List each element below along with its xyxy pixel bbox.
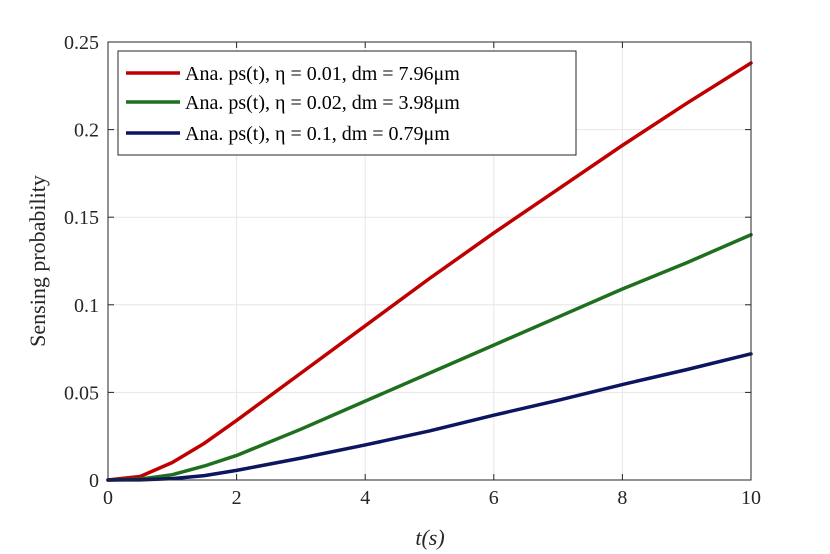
y-tick-label: 0.2 <box>74 120 99 142</box>
series-line-2 <box>106 232 753 482</box>
x-axis-label: t(s) <box>415 525 444 550</box>
legend: Ana. ps(t), η = 0.01, dm = 7.96μm Ana. p… <box>117 50 577 156</box>
ticks <box>107 41 752 481</box>
y-tick-label: 0.05 <box>64 382 99 404</box>
x-tick-label: 10 <box>741 487 761 509</box>
legend-label-3: Ana. ps(t), η = 0.1, dm = 0.79μm <box>185 123 450 145</box>
x-tick-label: 4 <box>360 487 370 509</box>
x-tick-label: 6 <box>489 487 499 509</box>
y-tick-label: 0.1 <box>74 295 99 317</box>
legend-box <box>117 50 577 156</box>
series-line-1 <box>106 61 753 482</box>
y-axis-label: Sensing probability <box>25 175 50 347</box>
x-tick-label: 8 <box>617 487 627 509</box>
x-tick-labels: 0 2 4 6 8 10 <box>103 487 761 509</box>
y-tick-label: 0 <box>89 470 99 492</box>
y-tick-label: 0.25 <box>64 32 99 54</box>
series-line-3 <box>106 352 753 482</box>
series-group <box>106 61 753 482</box>
y-tick-label: 0.15 <box>64 207 99 229</box>
y-tick-labels: 0 0.05 0.1 0.15 0.2 0.25 <box>64 32 99 492</box>
x-tick-label: 2 <box>232 487 242 509</box>
plot-frame <box>107 41 752 481</box>
legend-label-2: Ana. ps(t), η = 0.02, dm = 3.98μm <box>185 92 460 114</box>
legend-label-1: Ana. ps(t), η = 0.01, dm = 7.96μm <box>185 63 460 85</box>
x-tick-label: 0 <box>103 487 113 509</box>
